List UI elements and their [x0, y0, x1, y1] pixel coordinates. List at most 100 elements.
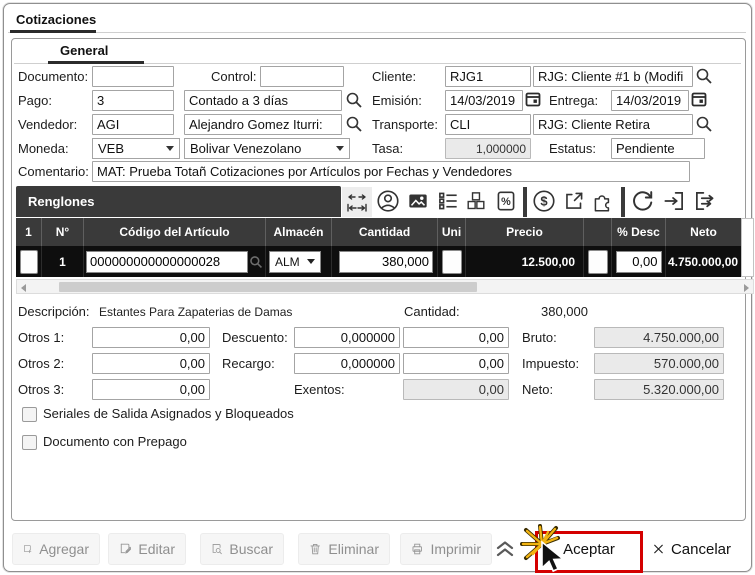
control-label: Control: — [211, 69, 257, 84]
comentario-input[interactable] — [92, 161, 690, 182]
percent-icon[interactable]: % — [493, 188, 519, 214]
scroll-right-icon[interactable] — [744, 284, 749, 292]
image-icon[interactable] — [405, 188, 431, 214]
grid-horizontal-scrollbar[interactable] — [16, 279, 754, 294]
vendedor-name-input[interactable] — [184, 114, 342, 135]
scroll-left-icon[interactable] — [21, 284, 26, 292]
add-document-icon — [24, 545, 32, 554]
scrollbar-thumb[interactable] — [59, 282, 477, 292]
puzzle-icon[interactable] — [590, 188, 616, 214]
row-precio-value: 12.500,00 — [521, 254, 575, 269]
search-document-icon — [212, 544, 222, 555]
comentario-label: Comentario: — [18, 164, 89, 179]
otros1-input[interactable] — [92, 327, 210, 348]
col-almacen[interactable]: Almacén — [266, 218, 332, 246]
window-tabstrip — [8, 32, 746, 33]
grid-vertical-scrollbar[interactable] — [741, 218, 754, 277]
moneda-name-select[interactable]: Bolivar Venezolano — [184, 138, 350, 159]
agregar-button[interactable]: Agregar — [12, 533, 100, 565]
svg-text:%: % — [501, 196, 511, 208]
export-icon[interactable] — [692, 188, 718, 214]
resize-columns-icon[interactable] — [342, 187, 372, 217]
vendedor-search-icon[interactable] — [345, 115, 363, 133]
col-precio[interactable]: Precio — [466, 218, 584, 246]
recargo-monto-input[interactable] — [403, 353, 509, 374]
external-link-icon[interactable] — [561, 188, 587, 214]
row-desc-input[interactable] — [615, 250, 662, 273]
prepago-checkbox[interactable] — [22, 435, 37, 450]
entrega-calendar-icon[interactable] — [691, 91, 707, 107]
window-tab-underline — [10, 30, 96, 33]
currency-icon[interactable]: $ — [531, 188, 557, 214]
bruto-input — [594, 327, 724, 348]
otros2-input[interactable] — [92, 353, 210, 374]
cliente-code-input[interactable] — [445, 66, 531, 87]
trash-icon — [310, 544, 320, 555]
descuento-pct-input[interactable] — [294, 327, 400, 348]
col-num[interactable]: N° — [42, 218, 84, 246]
user-icon[interactable] — [375, 188, 401, 214]
col-uni[interactable]: Uni — [438, 218, 466, 246]
control-input[interactable] — [260, 66, 344, 87]
imprimir-label: Imprimir — [430, 541, 481, 557]
transporte-search-icon[interactable] — [695, 115, 713, 133]
buscar-label: Buscar — [229, 541, 273, 557]
moneda-code-select[interactable]: VEB — [92, 138, 180, 159]
row-codigo-search-icon[interactable] — [249, 255, 263, 269]
pago-name-input[interactable] — [184, 90, 342, 111]
recargo-pct-input[interactable] — [294, 353, 400, 374]
cancelar-button[interactable]: Cancelar — [642, 533, 742, 565]
imprimir-button[interactable]: Imprimir — [400, 533, 492, 565]
otros3-input[interactable] — [92, 379, 210, 400]
buscar-button[interactable]: Buscar — [200, 533, 284, 565]
toolbar-separator — [621, 187, 625, 217]
emision-calendar-icon[interactable] — [525, 91, 541, 107]
collapse-buttons-icon[interactable] — [493, 538, 517, 560]
detalle-cantidad-value: 380,000 — [541, 304, 588, 319]
recargo-label: Recargo: — [222, 356, 275, 371]
window-frame: Cotizaciones General Documento: Control:… — [3, 3, 754, 573]
packages-icon[interactable] — [463, 188, 489, 214]
row-cantidad-input[interactable] — [339, 250, 433, 273]
col-desc[interactable]: % Desc — [612, 218, 666, 246]
documento-input[interactable] — [92, 66, 174, 87]
cliente-search-icon[interactable] — [695, 67, 713, 85]
exentos-input — [403, 379, 509, 400]
refresh-icon[interactable] — [630, 188, 656, 214]
eliminar-button[interactable]: Eliminar — [298, 533, 390, 565]
window-tab-cotizaciones[interactable]: Cotizaciones — [16, 12, 97, 27]
cliente-name-input[interactable] — [533, 66, 693, 87]
row-codigo-input[interactable] — [86, 250, 248, 273]
import-icon[interactable] — [661, 188, 687, 214]
grid-header-row: 1 N° Código del Artículo Almacén Cantida… — [16, 218, 741, 246]
editar-button[interactable]: Editar — [108, 533, 186, 565]
aceptar-button[interactable]: Aceptar — [544, 533, 634, 565]
row-extra-button[interactable] — [587, 249, 608, 274]
col-blank[interactable] — [584, 218, 612, 246]
row-almacen-select[interactable]: ALM — [269, 250, 321, 273]
descuento-monto-input[interactable] — [403, 327, 509, 348]
row-neto-value: 4.750.000,00 — [668, 254, 739, 269]
estatus-input[interactable] — [611, 138, 705, 159]
col-neto[interactable]: Neto — [690, 225, 717, 239]
seriales-checkbox[interactable] — [22, 407, 37, 422]
pago-code-input[interactable] — [92, 90, 174, 111]
tab-general[interactable]: General — [60, 43, 109, 58]
seriales-checkbox-label: Seriales de Salida Asignados y Bloqueado… — [43, 406, 294, 421]
pago-search-icon[interactable] — [345, 91, 363, 109]
col-cantidad[interactable]: Cantidad — [332, 218, 438, 246]
prepago-checkbox-label: Documento con Prepago — [43, 434, 187, 449]
col-sel[interactable]: 1 — [16, 218, 42, 246]
vendedor-code-input[interactable] — [92, 114, 174, 135]
entrega-date-input[interactable] — [611, 90, 689, 111]
row-uni-button[interactable] — [441, 249, 462, 274]
emision-date-input[interactable] — [445, 90, 523, 111]
detail-list-icon[interactable] — [435, 188, 461, 214]
col-codigo[interactable]: Código del Artículo — [84, 218, 266, 246]
row-select-button[interactable] — [19, 249, 38, 274]
row-num: 1 — [59, 254, 66, 269]
transporte-name-input[interactable] — [533, 114, 693, 135]
transporte-label: Transporte: — [372, 117, 438, 132]
transporte-code-input[interactable] — [445, 114, 531, 135]
